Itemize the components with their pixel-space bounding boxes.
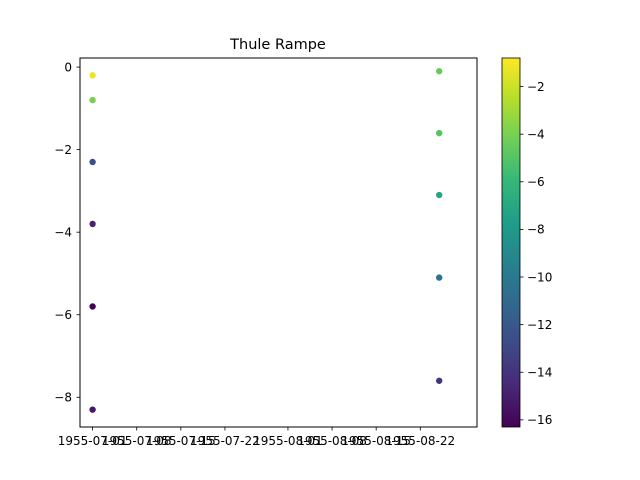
colorbar-tick-label-4: −10 <box>527 270 552 284</box>
data-point-3 <box>89 220 96 228</box>
y-tick-label-4: −8 <box>54 391 72 405</box>
y-axis: 0 −2 −4 −6 −8 <box>54 60 80 405</box>
data-point-6 <box>435 68 443 75</box>
colorbar-tick-label-0: −2 <box>527 80 545 94</box>
x-tick-label-6: 1955-08-15 <box>341 434 411 448</box>
y-tick-label-0: 0 <box>64 60 72 74</box>
colorbar-tick-label-2: −6 <box>527 175 545 189</box>
data-point-10 <box>435 377 443 384</box>
colorbar-frame <box>501 57 521 428</box>
data-point-5 <box>89 406 96 413</box>
x-tick-label-3: 1955-07-22 <box>190 434 260 448</box>
colorbar-gradient <box>502 58 520 427</box>
data-point-2 <box>89 158 96 166</box>
data-point-7 <box>435 129 443 137</box>
data-point-9 <box>435 274 443 281</box>
colorbar-tick-label-7: −16 <box>527 413 552 427</box>
colorbar-tick-label-5: −12 <box>527 318 552 332</box>
colorbar-tick-label-1: −4 <box>527 127 545 141</box>
data-point-8 <box>435 191 443 199</box>
colorbar-tick-label-3: −8 <box>527 223 545 237</box>
x-tick-label-1: 1955-07-08 <box>102 434 172 448</box>
y-tick-label-1: −2 <box>54 143 72 157</box>
x-tick-label-7: 1955-08-22 <box>385 434 455 448</box>
data-point-0 <box>89 72 96 79</box>
axes-frame <box>79 57 478 428</box>
x-tick-label-2: 1955-07-15 <box>146 434 216 448</box>
y-tick-label-2: −4 <box>54 225 72 239</box>
y-tick-label-3: −6 <box>54 308 72 322</box>
data-point-4 <box>89 303 96 310</box>
x-axis: 1955-07-011955-07-081955-07-151955-07-22… <box>58 427 455 448</box>
colorbar: −2 −4 −6 −8 −10 −12 −14 −16 <box>501 57 552 428</box>
x-tick-label-4: 1955-08-01 <box>253 434 323 448</box>
data-point-1 <box>89 96 96 104</box>
x-tick-label-5: 1955-08-08 <box>297 434 367 448</box>
plot-area <box>89 68 443 413</box>
chart-title: Thule Rampe <box>229 37 326 53</box>
x-tick-label-0: 1955-07-01 <box>58 434 128 448</box>
colorbar-tick-label-6: −14 <box>527 366 552 380</box>
